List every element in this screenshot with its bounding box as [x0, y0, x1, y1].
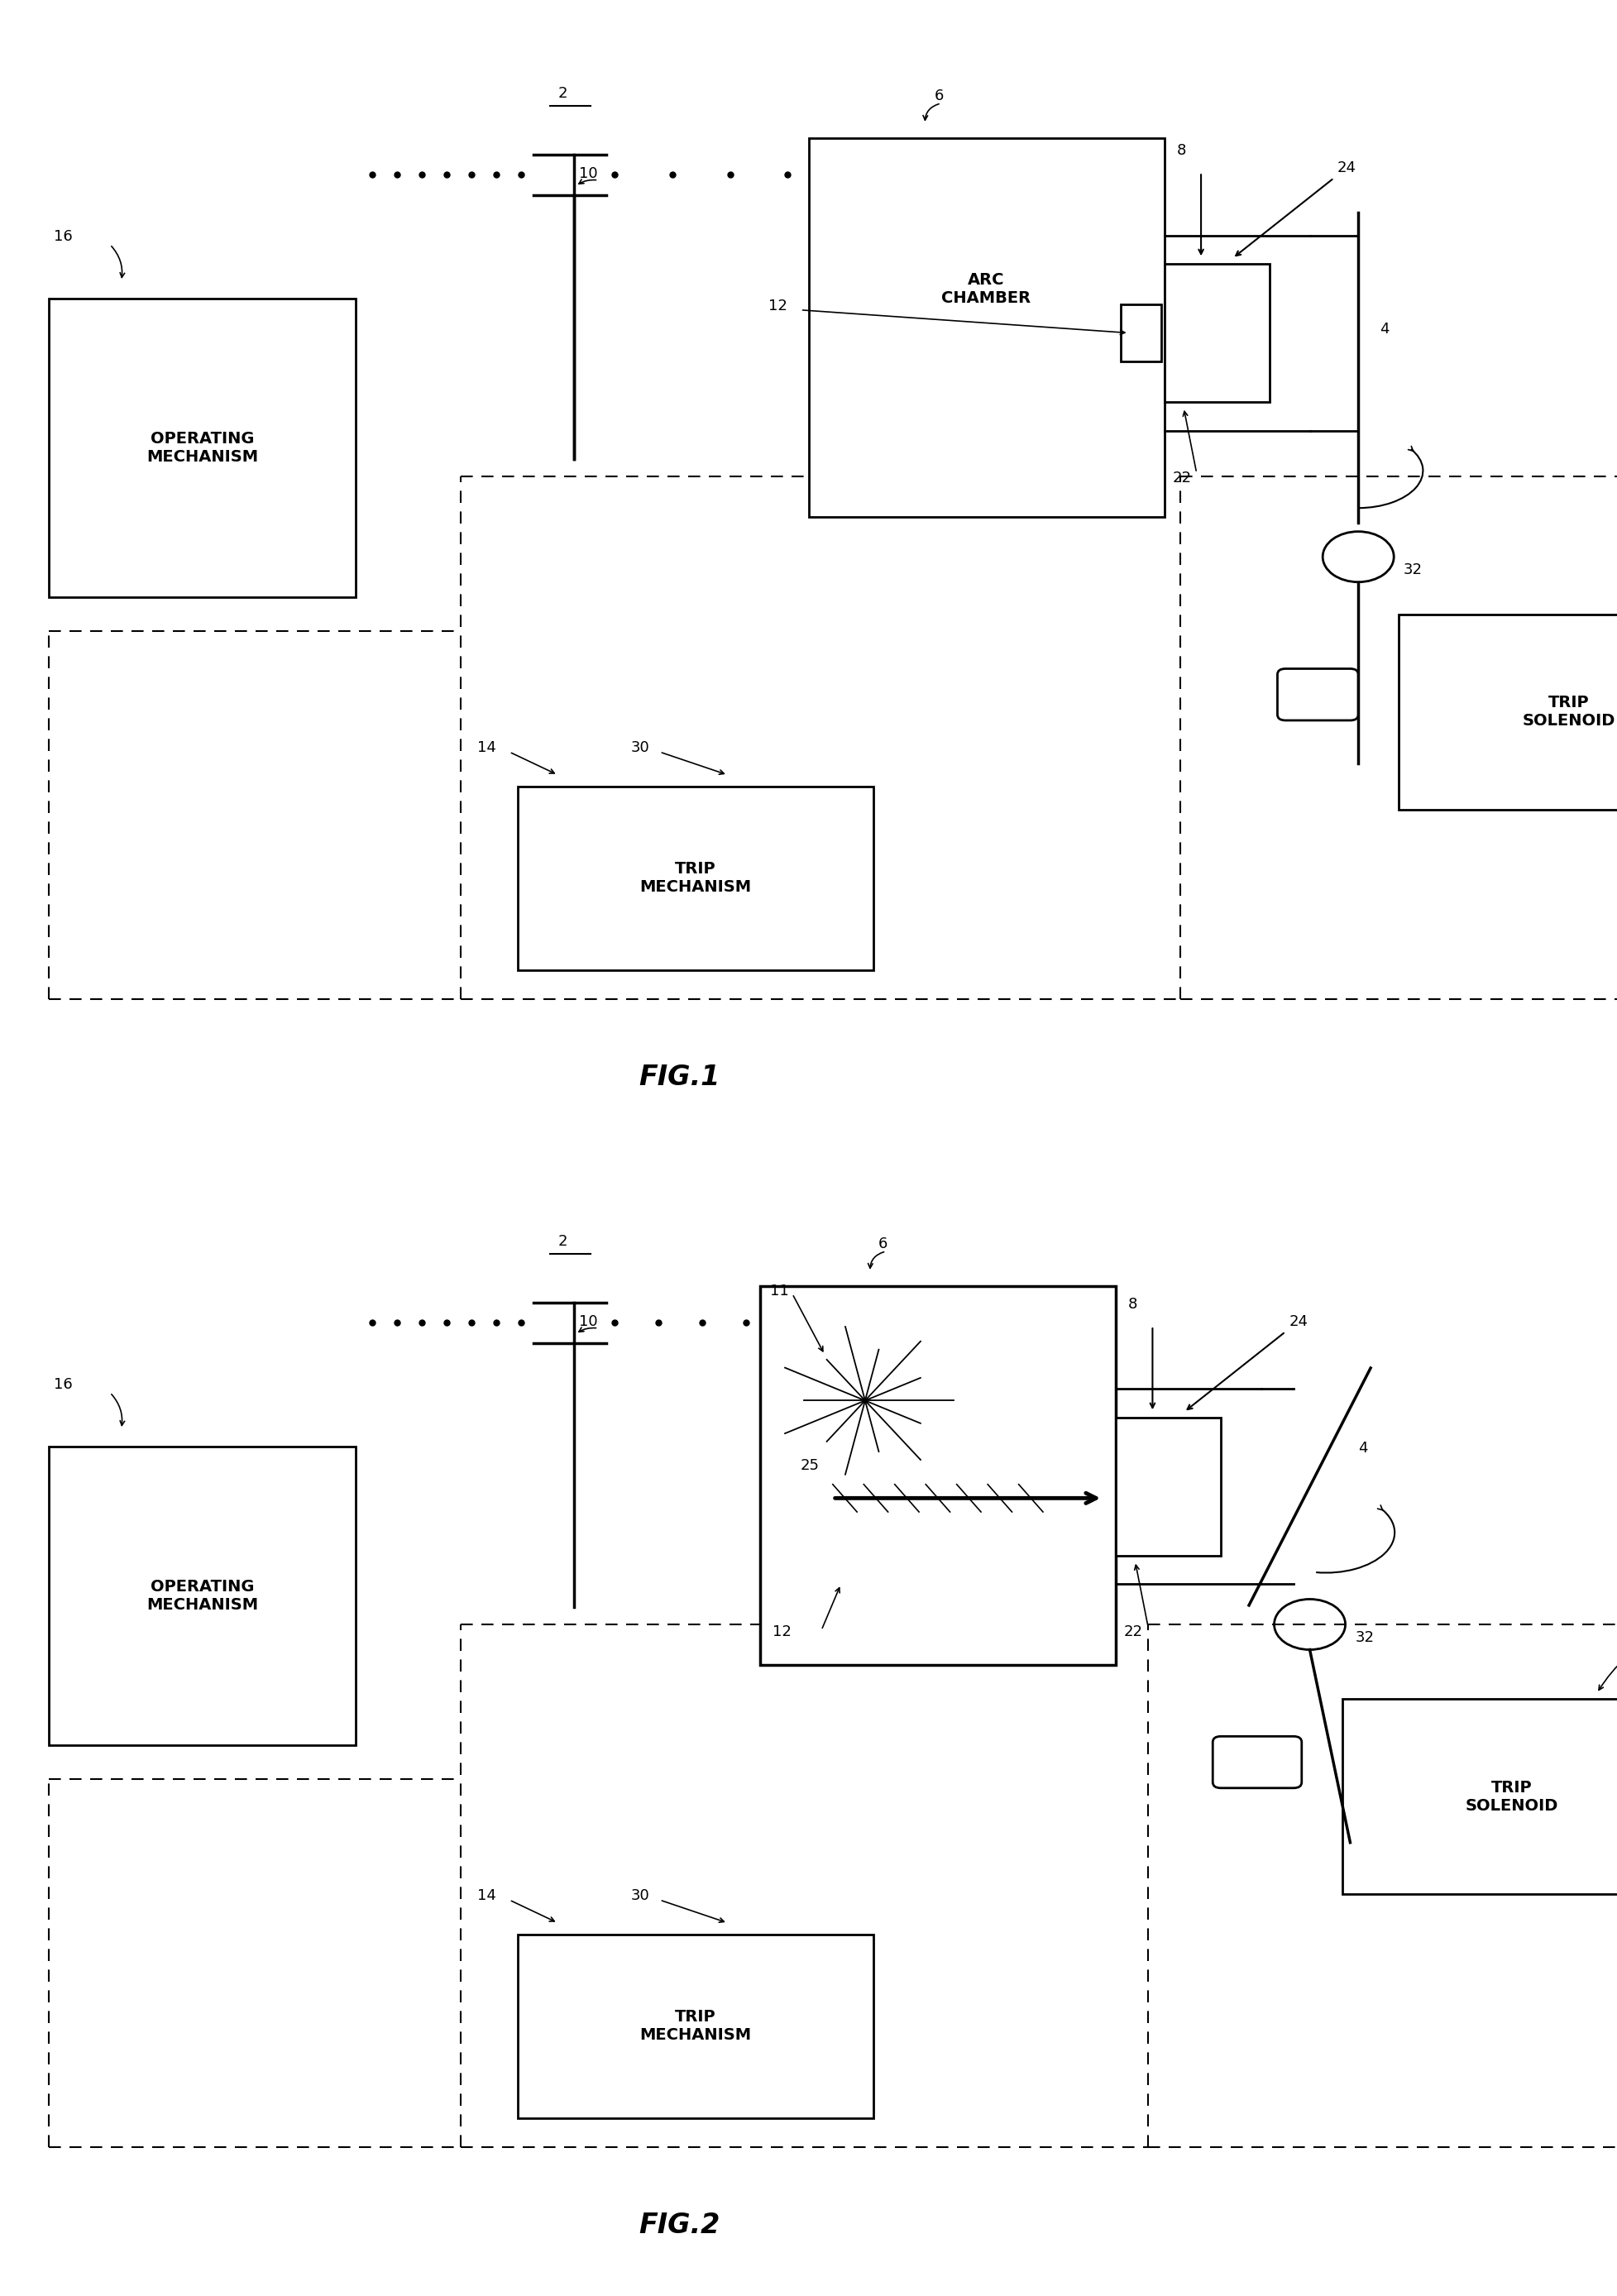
- Bar: [517, 1933, 873, 2117]
- Text: 10: 10: [579, 1313, 598, 1329]
- Text: ARC
CHAMBER: ARC CHAMBER: [941, 273, 1032, 305]
- Text: 16: 16: [53, 230, 73, 243]
- Text: 16: 16: [53, 1378, 73, 1391]
- Text: 32: 32: [1355, 1630, 1374, 1644]
- Text: 4: 4: [1379, 321, 1389, 335]
- Text: TRIP
MECHANISM: TRIP MECHANISM: [639, 2009, 752, 2043]
- Text: TRIP
MECHANISM: TRIP MECHANISM: [639, 861, 752, 895]
- Bar: [517, 788, 873, 971]
- Text: 4: 4: [1358, 1440, 1368, 1456]
- Text: TRIP
SOLENOID: TRIP SOLENOID: [1465, 1779, 1559, 1814]
- Bar: [1342, 1699, 1617, 1894]
- Circle shape: [1274, 1598, 1345, 1649]
- Text: FIG.2: FIG.2: [639, 2211, 720, 2239]
- Text: 24: 24: [1289, 1313, 1308, 1329]
- Text: 25: 25: [800, 1458, 820, 1472]
- Text: OPERATING
MECHANISM: OPERATING MECHANISM: [146, 1580, 259, 1612]
- Text: 30: 30: [631, 739, 650, 755]
- Text: 14: 14: [477, 1887, 496, 1903]
- Text: 32: 32: [1404, 563, 1423, 576]
- Bar: [1116, 1419, 1221, 1557]
- Text: 8: 8: [1177, 142, 1187, 158]
- Bar: [1121, 305, 1161, 363]
- Text: FIG.1: FIG.1: [639, 1063, 720, 1091]
- Text: TRIP
SOLENOID: TRIP SOLENOID: [1522, 696, 1615, 728]
- Bar: [49, 1446, 356, 1745]
- Bar: [1399, 615, 1617, 810]
- FancyBboxPatch shape: [1213, 1736, 1302, 1789]
- Bar: [49, 298, 356, 597]
- Bar: [1164, 264, 1269, 402]
- Text: 6: 6: [878, 1235, 888, 1251]
- Text: 22: 22: [1124, 1623, 1143, 1639]
- Text: 10: 10: [579, 165, 598, 181]
- Text: 6: 6: [935, 87, 944, 103]
- Text: 11: 11: [770, 1283, 789, 1297]
- Text: 2: 2: [558, 85, 568, 101]
- Text: 14: 14: [477, 739, 496, 755]
- Text: 24: 24: [1337, 161, 1357, 174]
- FancyBboxPatch shape: [1277, 668, 1358, 721]
- Text: 22: 22: [1172, 471, 1192, 484]
- Text: 2: 2: [558, 1233, 568, 1249]
- Text: 8: 8: [1129, 1297, 1138, 1311]
- Text: OPERATING
MECHANISM: OPERATING MECHANISM: [146, 432, 259, 464]
- Bar: [808, 138, 1164, 517]
- Text: 12: 12: [768, 298, 787, 312]
- Text: 30: 30: [631, 1887, 650, 1903]
- Text: 12: 12: [773, 1623, 792, 1639]
- Circle shape: [1323, 530, 1394, 583]
- Bar: [760, 1286, 1116, 1665]
